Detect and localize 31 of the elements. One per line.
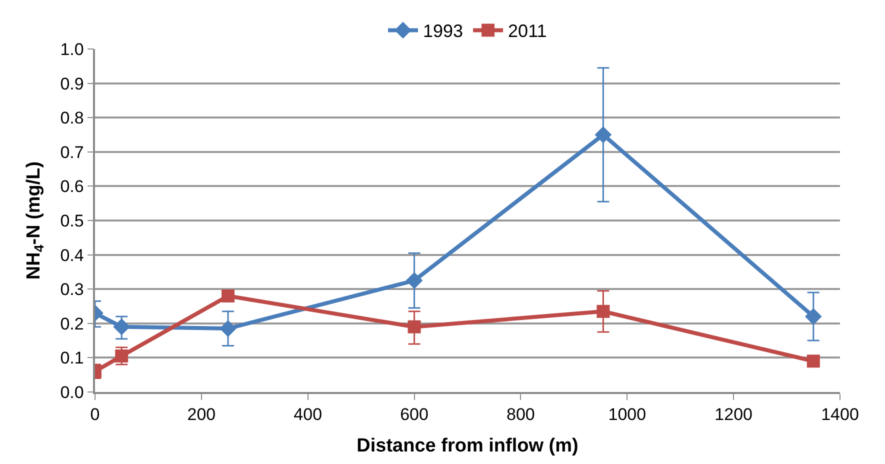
x-tick-label: 1200	[714, 405, 752, 424]
y-tick-label: 0.8	[60, 108, 84, 128]
y-tick-label: 0.9	[60, 74, 84, 94]
y-tick-label: 0.5	[60, 211, 84, 230]
x-tick-label: 400	[294, 405, 322, 424]
x-axis-title: Distance from inflow (m)	[356, 435, 578, 456]
point	[113, 318, 130, 336]
y-tick-label: 0.1	[60, 348, 84, 368]
x-tick-label: 0	[90, 405, 100, 424]
point	[594, 126, 612, 144]
point	[406, 272, 423, 289]
y-tick-label: 0.3	[60, 280, 84, 300]
legend-label: 2011	[508, 21, 547, 42]
x-tick-label: 1000	[608, 405, 646, 424]
legend-label: 1993	[423, 21, 464, 42]
point	[408, 320, 421, 334]
point	[806, 354, 820, 368]
y-tick-label: 0.6	[60, 177, 84, 196]
x-tick-label: 600	[400, 405, 428, 424]
point	[596, 304, 610, 318]
y-tick-label: 1.0	[60, 40, 84, 59]
point	[222, 289, 235, 302]
x-tick-label: 800	[506, 405, 535, 424]
point	[804, 308, 822, 325]
point	[220, 320, 236, 337]
x-tick-label: 1400	[821, 405, 859, 424]
y-tick-label: 0.2	[60, 314, 84, 334]
y-tick-label: 0.7	[60, 142, 84, 162]
y-tick-label: 0.0	[60, 382, 84, 402]
y-tick-label: 0.4	[60, 246, 84, 265]
x-tick-label: 200	[187, 405, 216, 424]
